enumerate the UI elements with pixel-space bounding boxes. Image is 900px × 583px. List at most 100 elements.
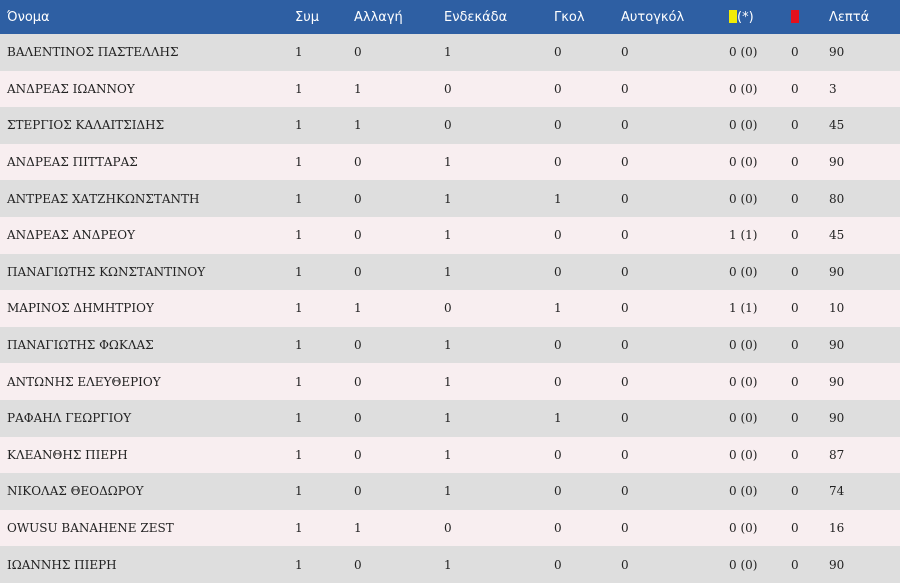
cell-apps: 1 — [295, 374, 303, 389]
cell-starting: 0 — [444, 118, 452, 133]
cell-name: ΒΑΛΕΝΤΙΝΟΣ ΠΑΣΤΕΛΛΗΣ — [7, 45, 179, 60]
cell-apps: 1 — [295, 447, 303, 462]
cell-minutes: 80 — [829, 191, 845, 206]
cell-own-goals: 0 — [621, 521, 629, 536]
cell-minutes: 10 — [829, 301, 845, 316]
cell-yellow: 0 (0) — [729, 45, 758, 60]
cell-own-goals: 0 — [621, 118, 629, 133]
cell-sub: 0 — [354, 155, 362, 170]
cell-sub: 1 — [354, 118, 362, 133]
cell-sub: 1 — [354, 521, 362, 536]
cell-sub: 0 — [354, 191, 362, 206]
cell-goals: 0 — [554, 228, 562, 243]
cell-sub: 0 — [354, 338, 362, 353]
cell-name: ΑΝΔΡΕΑΣ ΙΩΑΝΝΟΥ — [7, 81, 135, 96]
cell-name: OWUSU BANAHENE ZEST — [7, 521, 174, 536]
cell-minutes: 90 — [829, 411, 845, 426]
cell-name: ΙΩΑΝΝΗΣ ΠΙΕΡΗ — [7, 557, 117, 572]
cell-minutes: 90 — [829, 338, 845, 353]
cell-goals: 0 — [554, 484, 562, 499]
cell-minutes: 3 — [829, 81, 837, 96]
cell-apps: 1 — [295, 301, 303, 316]
cell-starting: 0 — [444, 301, 452, 316]
cell-name: ΣΤΕΡΓΙΟΣ ΚΑΛΑΙΤΣΙΔΗΣ — [7, 118, 165, 133]
table-row: ΝΙΚΟΛΑΣ ΘΕΟΔΩΡΟΥ 1 0 1 0 0 0 (0) 0 74 — [0, 473, 900, 510]
cell-red: 0 — [791, 521, 799, 536]
cell-yellow: 0 (0) — [729, 411, 758, 426]
table-body: ΒΑΛΕΝΤΙΝΟΣ ΠΑΣΤΕΛΛΗΣ 1 0 1 0 0 0 (0) 0 90 ΑΝΔΡΕΑΣ… — [0, 34, 900, 583]
cell-yellow: 0 (0) — [729, 521, 758, 536]
cell-apps: 1 — [295, 118, 303, 133]
cell-own-goals: 0 — [621, 155, 629, 170]
cell-red: 0 — [791, 447, 799, 462]
cell-yellow: 0 (0) — [729, 557, 758, 572]
col-header-yellow[interactable]: (*) — [729, 0, 791, 34]
cell-yellow: 0 (0) — [729, 155, 758, 170]
cell-apps: 1 — [295, 484, 303, 499]
cell-minutes: 90 — [829, 557, 845, 572]
cell-apps: 1 — [295, 521, 303, 536]
col-header-red[interactable] — [791, 0, 829, 34]
col-header-own-goals[interactable]: Αυτογκόλ — [621, 9, 685, 25]
cell-sub: 0 — [354, 484, 362, 499]
cell-apps: 1 — [295, 45, 303, 60]
cell-apps: 1 — [295, 338, 303, 353]
cell-apps: 1 — [295, 191, 303, 206]
cell-red: 0 — [791, 155, 799, 170]
table-row: ΙΩΑΝΝΗΣ ΠΙΕΡΗ 1 0 1 0 0 0 (0) 0 90 — [0, 546, 900, 583]
cell-own-goals: 0 — [621, 45, 629, 60]
cell-goals: 0 — [554, 118, 562, 133]
cell-starting: 1 — [444, 191, 452, 206]
cell-own-goals: 0 — [621, 338, 629, 353]
cell-red: 0 — [791, 191, 799, 206]
table-row: ΡΑΦΑΗΛ ΓΕΩΡΓΙΟΥ 1 0 1 1 0 0 (0) 0 90 — [0, 399, 900, 437]
col-header-sub[interactable]: Αλλαγή — [354, 9, 403, 25]
cell-minutes: 90 — [829, 264, 845, 279]
cell-minutes: 45 — [829, 228, 845, 243]
cell-starting: 1 — [444, 411, 452, 426]
cell-apps: 1 — [295, 411, 303, 426]
cell-name: ΝΙΚΟΛΑΣ ΘΕΟΔΩΡΟΥ — [7, 484, 144, 499]
cell-red: 0 — [791, 411, 799, 426]
table-row: ΑΝΤΩΝΗΣ ΕΛΕΥΘΕΡΙΟΥ 1 0 1 0 0 0 (0) 0 90 — [0, 363, 900, 400]
cell-goals: 1 — [554, 191, 562, 206]
table-row: ΑΝΤΡΕΑΣ ΧΑΤΖΗΚΩΝΣΤΑΝΤΗ 1 0 1 1 0 0 (0) 0 80 — [0, 180, 900, 217]
cell-starting: 1 — [444, 338, 452, 353]
cell-goals: 0 — [554, 81, 562, 96]
cell-name: ΑΝΤΩΝΗΣ ΕΛΕΥΘΕΡΙΟΥ — [7, 374, 161, 389]
cell-red: 0 — [791, 484, 799, 499]
col-header-starting[interactable]: Ενδεκάδα — [444, 9, 508, 25]
cell-goals: 0 — [554, 45, 562, 60]
cell-minutes: 74 — [829, 484, 845, 499]
cell-red: 0 — [791, 81, 799, 96]
cell-apps: 1 — [295, 557, 303, 572]
cell-red: 0 — [791, 374, 799, 389]
cell-red: 0 — [791, 338, 799, 353]
table-row: ΚΛΕΑΝΘΗΣ ΠΙΕΡΗ 1 0 1 0 0 0 (0) 0 87 — [0, 436, 900, 474]
col-header-goals[interactable]: Γκολ — [554, 9, 585, 25]
col-header-name[interactable]: Όνομα — [7, 9, 50, 25]
table-row: ΒΑΛΕΝΤΙΝΟΣ ΠΑΣΤΕΛΛΗΣ 1 0 1 0 0 0 (0) 0 90 — [0, 34, 900, 71]
cell-starting: 1 — [444, 374, 452, 389]
col-header-minutes[interactable]: Λεπτά — [829, 9, 870, 25]
cell-own-goals: 0 — [621, 447, 629, 462]
cell-starting: 1 — [444, 484, 452, 499]
cell-yellow: 0 (0) — [729, 81, 758, 96]
cell-apps: 1 — [295, 155, 303, 170]
table-header-row: Όνομα Συμ Αλλαγή Ενδεκάδα Γκολ Αυτογκόλ … — [0, 0, 900, 34]
cell-apps: 1 — [295, 264, 303, 279]
col-header-apps[interactable]: Συμ — [295, 9, 320, 25]
cell-name: ΑΝΔΡΕΑΣ ΑΝΔΡΕΟΥ — [7, 228, 136, 243]
cell-sub: 0 — [354, 45, 362, 60]
cell-red: 0 — [791, 264, 799, 279]
cell-name: ΚΛΕΑΝΘΗΣ ΠΙΕΡΗ — [7, 447, 128, 462]
table-row: ΠΑΝΑΓΙΩΤΗΣ ΚΩΝΣΤΑΝΤΙΝΟΥ 1 0 1 0 0 0 (0) 0 90 — [0, 253, 900, 291]
cell-red: 0 — [791, 118, 799, 133]
cell-starting: 1 — [444, 447, 452, 462]
cell-goals: 0 — [554, 557, 562, 572]
cell-red: 0 — [791, 45, 799, 60]
cell-own-goals: 0 — [621, 411, 629, 426]
cell-yellow: 0 (0) — [729, 484, 758, 499]
cell-minutes: 90 — [829, 45, 845, 60]
